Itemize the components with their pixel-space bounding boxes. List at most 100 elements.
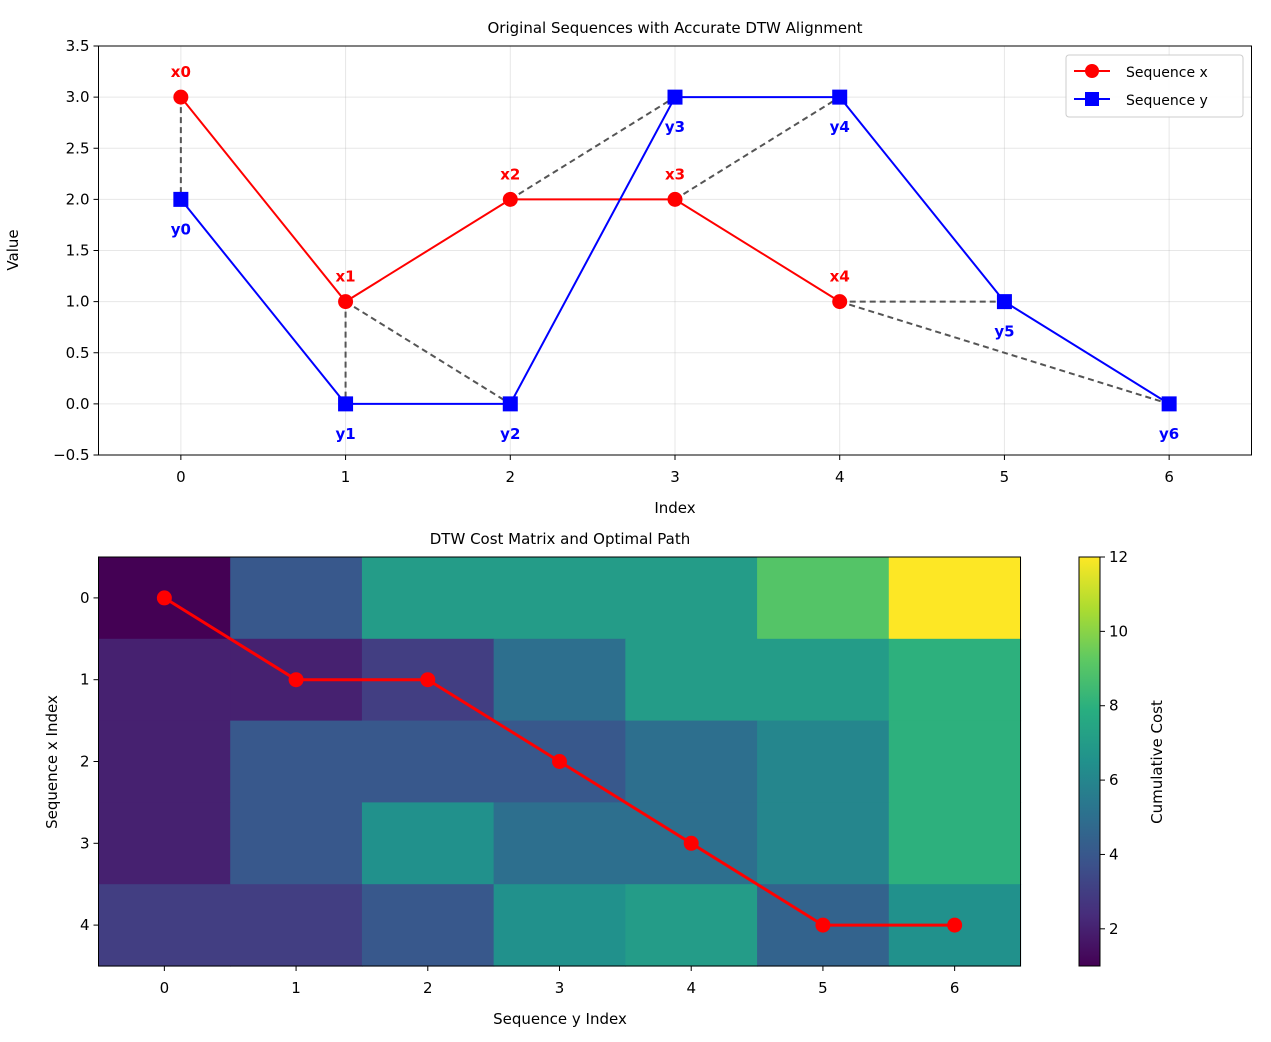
point-marker-y [502,396,518,412]
alignment-line [509,96,676,201]
heatmap-x-tick-label: 1 [291,979,301,997]
top-y-tick-label: 3.5 [66,37,90,55]
point-label: x4 [830,268,850,286]
top-y-tick-label: 0.0 [66,395,90,413]
legend-marker-x [1085,64,1099,78]
point-label: y1 [335,425,355,443]
point-label: x2 [500,165,520,183]
top-x-axis-label: Index [654,499,695,517]
heatmap-cell [230,720,363,803]
point-label: x1 [336,268,356,286]
colorbar-tick-label: 10 [1109,622,1128,640]
point-label: y0 [171,220,191,238]
legend-box [1065,54,1244,118]
colorbar-tick-label: 8 [1109,697,1119,715]
top-chart-series [173,89,1177,412]
top-y-tick-label: 1.0 [66,293,90,311]
heatmap-cell [888,638,1022,722]
heatmap-cell [361,720,495,803]
top-x-tick-label: 2 [506,468,516,486]
top-x-tick-label: 3 [670,468,680,486]
top-y-tick-label: 3.0 [66,88,90,106]
top-y-tick-label: 0.5 [66,344,90,362]
point-marker-x [667,191,683,207]
heatmap-y-axis: 0 1 2 3 4 [80,589,99,934]
heatmap-x-tick-label: 5 [818,979,828,997]
heatmap-cell [493,884,626,967]
optimal-path-point [288,672,304,688]
alignment-line [674,96,841,201]
point-label: y4 [830,118,850,136]
colorbar-label: Cumulative Cost [1148,700,1166,824]
colorbar-tick-label: 2 [1109,920,1119,938]
top-y-axis-label: Value [4,229,22,270]
heatmap-cell [888,720,1022,803]
heatmap-y-tick-label: 4 [80,916,90,934]
heatmap-cell [230,802,363,885]
optimal-path-point [156,590,172,606]
alignment-line [839,300,1170,405]
colorbar-tick-label: 12 [1109,548,1128,566]
top-x-tick-label: 4 [835,468,845,486]
heatmap-x-tick-label: 6 [950,979,960,997]
point-marker-y [667,89,683,105]
heatmap-cell [757,802,890,885]
point-marker-x [502,191,518,207]
top-x-axis: 0 1 2 3 4 5 6 [176,455,1174,486]
heatmap-title: DTW Cost Matrix and Optimal Path [430,530,690,548]
heatmap-x-tick-label: 3 [555,979,565,997]
legend: Sequence x Sequence y [1065,54,1244,118]
point-label: x0 [171,63,191,81]
heatmap-cell [98,802,231,885]
heatmap-cell [625,638,758,722]
top-y-tick-label: 1.5 [66,242,90,260]
top-chart-title: Original Sequences with Accurate DTW Ali… [487,19,862,37]
optimal-path-point [552,754,567,769]
top-x-tick-label: 5 [1000,468,1010,486]
heatmap-cell [98,720,231,803]
top-y-tick-label: −0.5 [53,446,89,464]
heatmap-cell [757,638,890,722]
heatmap-cell [757,720,890,803]
colorbar: 2 4 6 8 10 12 Cumulative Cost [1078,548,1166,967]
point-marker-x [832,294,848,310]
heatmap-y-tick-label: 2 [80,753,90,771]
colorbar-gradient [1078,556,1101,967]
point-label: y6 [1159,425,1179,443]
heatmap-cell [361,884,495,967]
colorbar-tick-label: 4 [1109,845,1119,863]
heatmap-y-tick-label: 1 [80,671,90,689]
heatmap-cell [625,557,758,640]
point-marker-y [996,294,1012,310]
point-marker-x [173,89,189,105]
point-label: y2 [500,425,520,443]
heatmap-x-axis: 0 1 2 3 4 5 6 [160,966,960,997]
heatmap-cell [493,802,626,885]
heatmap-cell [888,557,1022,640]
heatmap-cell [361,802,495,885]
heatmap-cell [757,557,890,640]
point-label: y5 [994,323,1014,341]
heatmap-cell [230,884,363,967]
point-labels: x0 x1 x2 x3 x4 y0 y1 y2 y3 y4 y5 y6 [171,63,1180,443]
heatmap-y-tick-label: 0 [80,589,90,607]
top-x-tick-label: 1 [341,468,351,486]
colorbar-tick-label: 6 [1109,771,1119,789]
optimal-path-point [420,672,436,688]
heatmap-x-tick-label: 4 [686,979,696,997]
point-marker-x [338,294,354,310]
top-x-tick-label: 6 [1164,468,1174,486]
point-marker-y [338,396,354,412]
legend-marker-y [1085,92,1099,106]
optimal-path-point [683,835,699,851]
heatmap-cell [361,557,495,640]
heatmap-y-tick-label: 3 [80,834,90,852]
top-x-tick-label: 0 [176,468,186,486]
optimal-path-point [947,917,963,933]
heatmap-cell [625,720,758,803]
heatmap-y-axis-label: Sequence x Index [43,695,61,829]
top-y-tick-label: 2.0 [66,190,90,208]
heatmap-cell [493,638,626,722]
heatmap-cells [98,557,1022,967]
